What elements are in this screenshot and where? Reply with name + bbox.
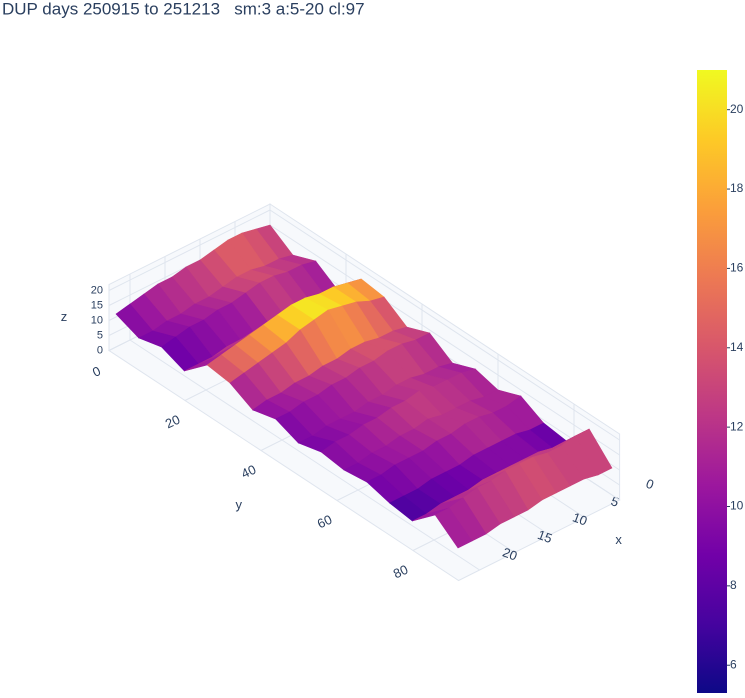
z-tick-label: 5 [97,329,103,341]
z-tick-label: 0 [97,344,103,356]
grid-line [269,209,620,441]
y-tick-label: 20 [163,412,182,432]
colorbar-tick-label: 10 [730,499,744,513]
grid-line [129,339,480,571]
grid-line [108,209,271,291]
surface-patch [434,507,473,549]
y-tick-label: 40 [239,462,258,482]
x-axis-label: x [615,532,622,547]
colorbar-tick-label: 6 [730,657,737,671]
z-axis-label: z [61,309,68,324]
colorbar-tick-label: 8 [730,578,737,592]
z-tick-label: 15 [91,299,103,311]
colorbar-tick-label: 14 [730,340,744,354]
x-tick-label: 5 [609,493,621,510]
colorbar-tick-label: 16 [730,261,744,275]
y-tick-label: 80 [391,562,410,582]
chart-title: DUP days 250915 to 251213 sm:3 a:5-20 cl… [2,0,365,18]
z-tick-label: 10 [91,314,103,326]
grid-line [269,224,620,456]
colorbar-tick-label: 20 [730,102,744,116]
x-tick-label: 15 [536,527,555,546]
colorbar [697,70,727,693]
colorbar-tick-label: 18 [730,181,744,195]
x-tick-label: 20 [501,544,520,563]
x-tick-label: 0 [644,476,656,493]
y-tick-label: 0 [90,363,103,380]
z-tick-label: 20 [91,284,103,296]
x-tick-label: 10 [571,509,590,528]
y-axis-label: y [236,497,243,512]
y-tick-label: 60 [315,512,334,532]
colorbar-tick-label: 12 [730,419,744,433]
